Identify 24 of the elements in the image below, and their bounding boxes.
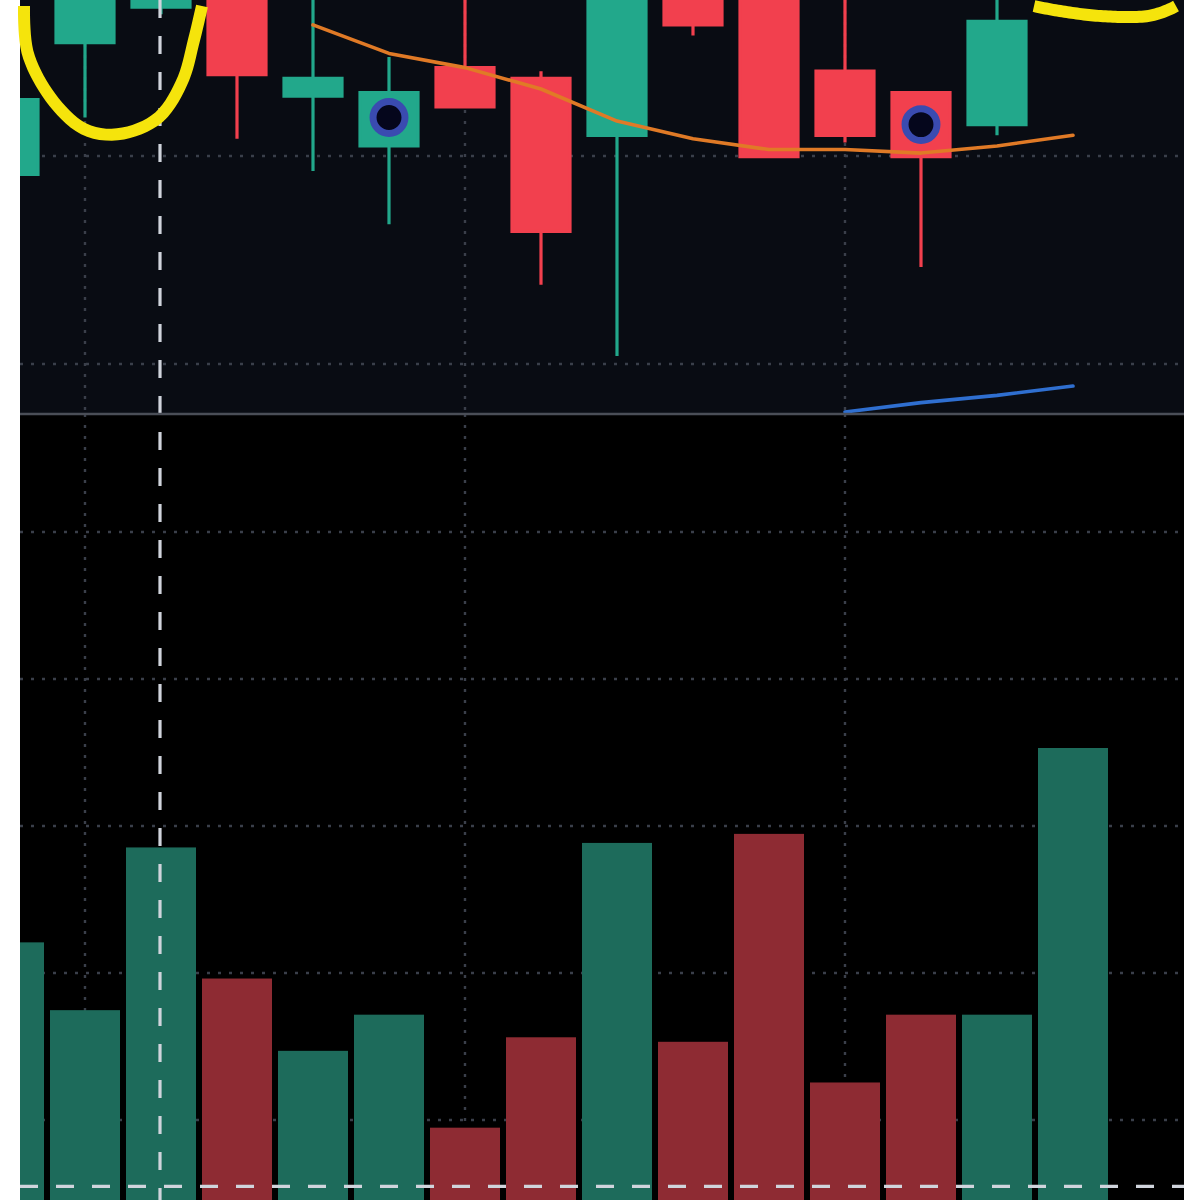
bar (506, 1037, 576, 1200)
bar (278, 1050, 348, 1200)
candlestick (662, 0, 724, 38)
candlestick (434, 0, 496, 109)
bar (734, 833, 804, 1200)
bar (810, 1082, 880, 1200)
candlestick (282, 0, 344, 173)
candlestick (206, 0, 268, 141)
bar (430, 1127, 500, 1200)
candlestick (130, 0, 192, 16)
candlestick (738, 0, 800, 159)
candlestick (510, 69, 572, 287)
candlestick (586, 0, 648, 358)
candlestick (966, 0, 1028, 137)
bar (354, 1014, 424, 1200)
bar (582, 842, 652, 1200)
bar (886, 1014, 956, 1200)
bar (126, 847, 196, 1200)
bar (1038, 748, 1108, 1200)
bar (50, 1010, 120, 1200)
bar (962, 1014, 1032, 1200)
bar (202, 978, 272, 1200)
candlestick (54, 0, 116, 120)
bar (658, 1041, 728, 1200)
